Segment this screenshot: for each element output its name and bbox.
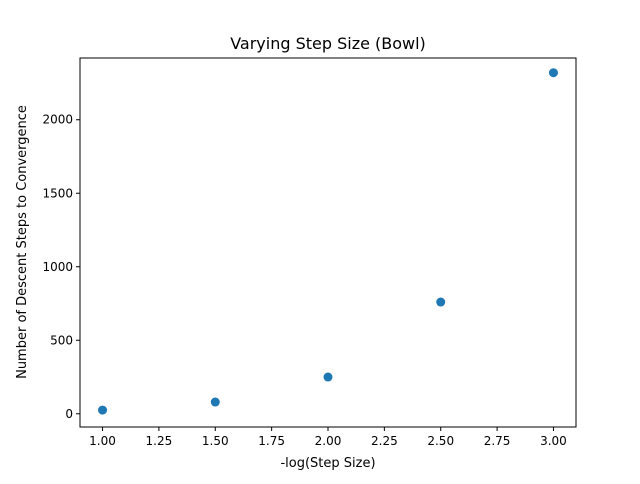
- data-point: [323, 372, 333, 382]
- x-tick-label: 1.50: [202, 434, 229, 448]
- x-tick-label: 2.25: [371, 434, 398, 448]
- chart-title: Varying Step Size (Bowl): [230, 34, 426, 53]
- axes-frame: [79, 57, 577, 428]
- y-axis-ticks: 0 500 1000 1500 2000: [42, 113, 80, 421]
- x-tick-label: 1.25: [146, 434, 173, 448]
- data-points: [98, 68, 558, 415]
- x-axis-ticks: 1.00 1.25 1.50 1.75 2.00 2.25 2.50 2.75 3.00: [89, 427, 567, 448]
- y-tick-label: 1000: [42, 260, 73, 274]
- data-point: [210, 397, 220, 407]
- x-tick-label: 1.00: [89, 434, 116, 448]
- data-point: [98, 405, 108, 415]
- x-tick-label: 2.50: [427, 434, 454, 448]
- x-tick-label: 2.00: [315, 434, 342, 448]
- data-point: [548, 68, 558, 78]
- y-tick-label: 2000: [42, 113, 73, 127]
- data-point: [436, 297, 446, 307]
- x-tick-label: 3.00: [540, 434, 567, 448]
- y-axis-label: Number of Descent Steps to Convergence: [15, 105, 30, 379]
- y-tick-label: 0: [65, 407, 73, 421]
- y-tick-label: 1500: [42, 186, 73, 200]
- x-tick-label: 1.75: [258, 434, 285, 448]
- y-tick-label: 500: [50, 333, 73, 347]
- x-tick-label: 2.75: [484, 434, 511, 448]
- x-axis-label: -log(Step Size): [280, 456, 375, 471]
